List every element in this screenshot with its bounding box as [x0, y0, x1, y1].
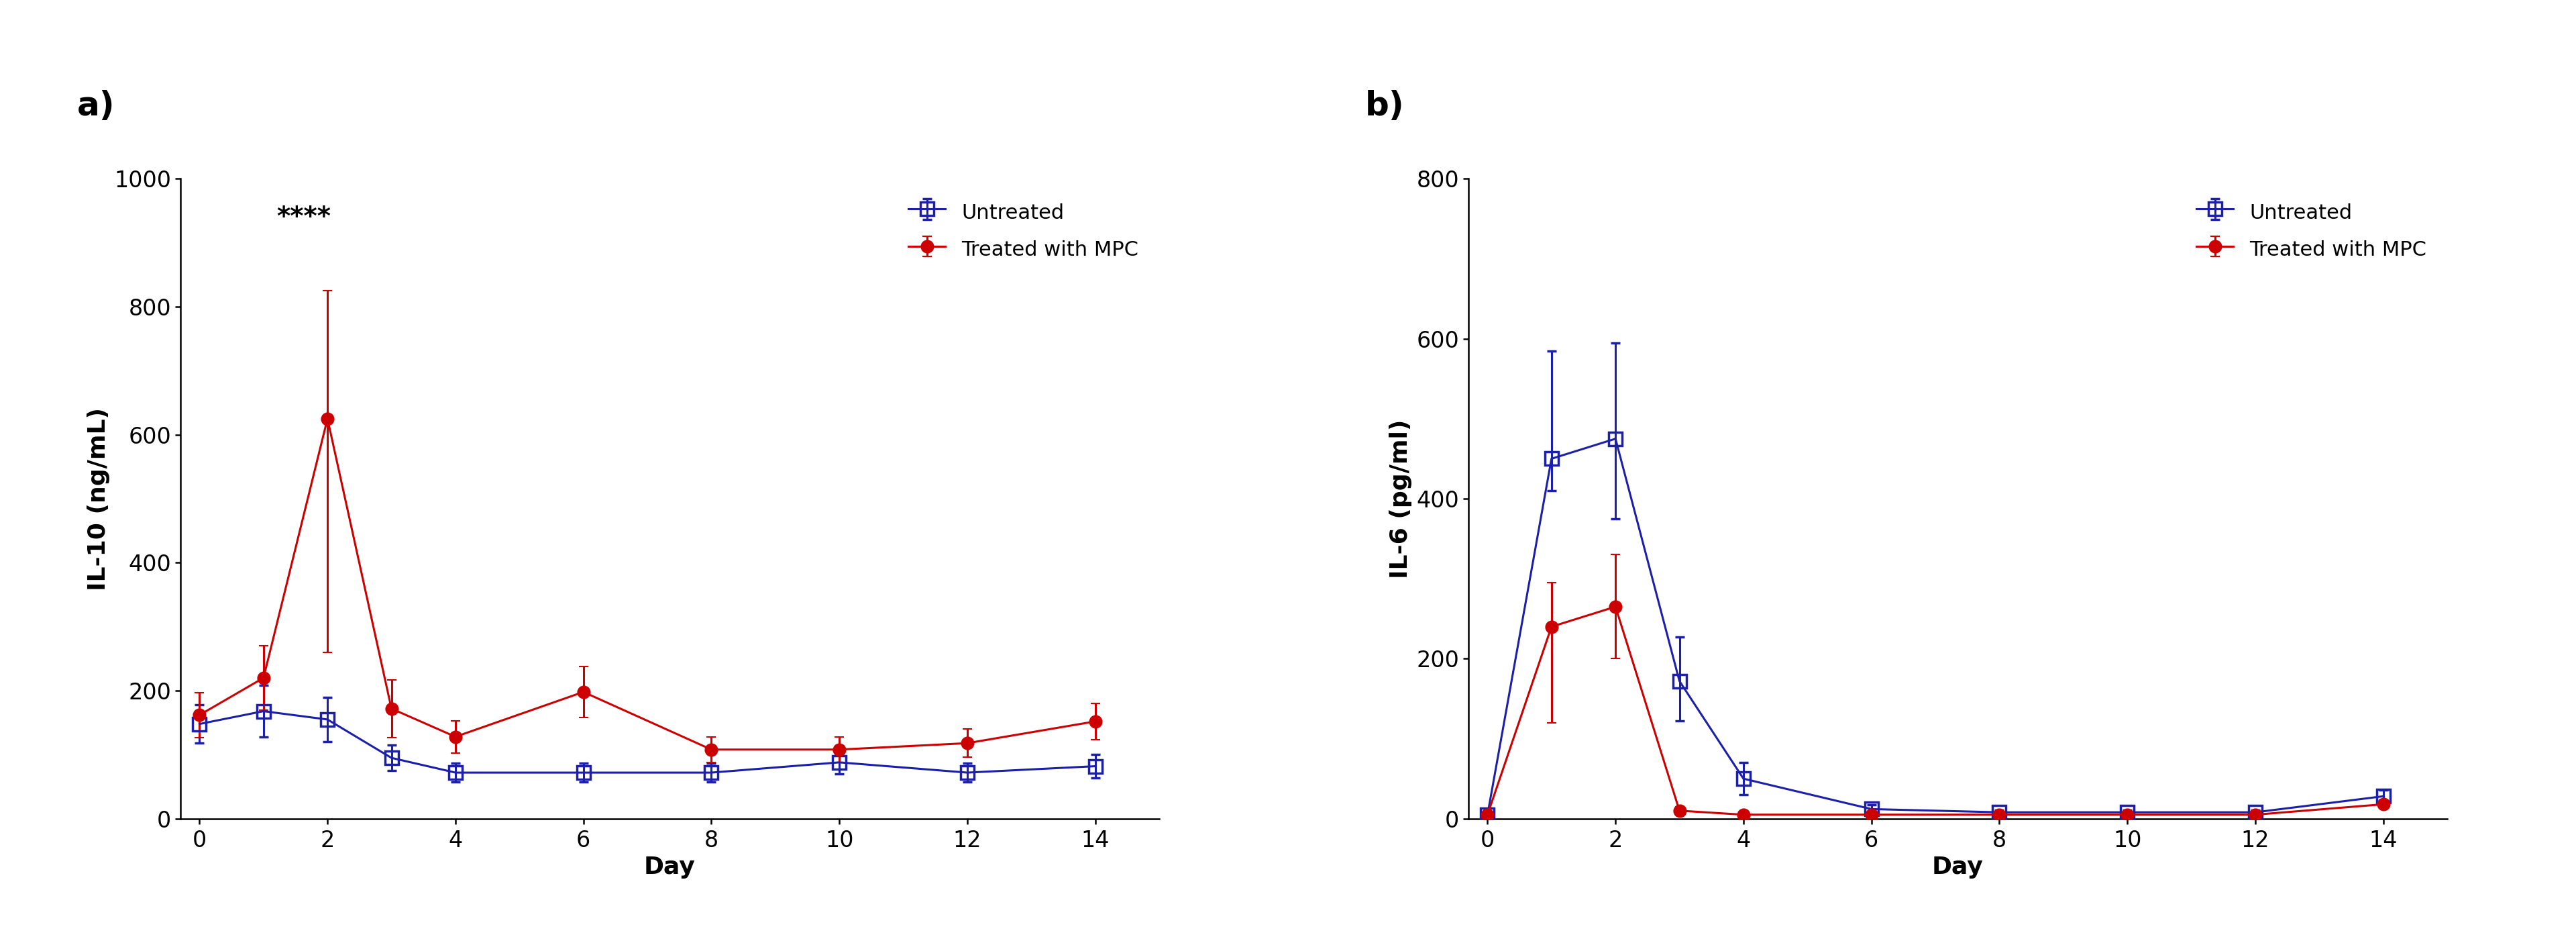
Text: a): a) — [77, 90, 116, 122]
Legend: Untreated, Treated with MPC: Untreated, Treated with MPC — [2187, 189, 2437, 272]
X-axis label: Day: Day — [1932, 855, 1984, 879]
Y-axis label: IL-6 (pg/ml): IL-6 (pg/ml) — [1388, 419, 1412, 579]
Y-axis label: IL-10 (ng/mL): IL-10 (ng/mL) — [88, 407, 111, 590]
X-axis label: Day: Day — [644, 855, 696, 879]
Text: b): b) — [1365, 90, 1404, 122]
Text: ****: **** — [276, 204, 330, 230]
Legend: Untreated, Treated with MPC: Untreated, Treated with MPC — [899, 189, 1149, 272]
